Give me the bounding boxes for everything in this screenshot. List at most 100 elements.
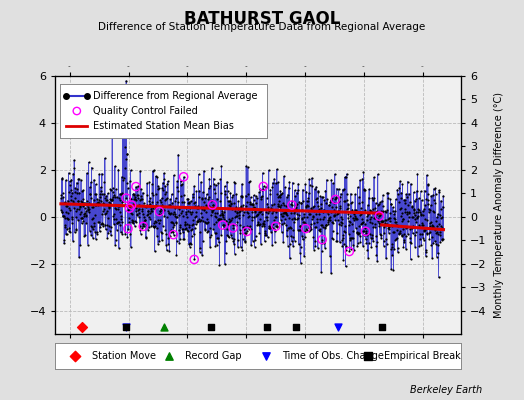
Point: [145, 198, 154, 204]
Point: [309, 213, 317, 219]
Point: [140, 223, 148, 230]
Point: [368, 194, 376, 201]
Point: [391, 196, 400, 202]
Point: [275, 202, 283, 209]
Point: [344, 211, 353, 218]
Point: [436, 239, 444, 246]
Point: [79, 187, 88, 193]
Point: [403, 178, 412, 185]
Point: [61, 198, 69, 205]
Point: [386, 215, 394, 222]
Point: [145, 202, 153, 208]
Point: [262, 184, 270, 190]
Point: [58, 208, 67, 215]
Point: [100, 179, 108, 185]
Point: [422, 196, 431, 202]
Point: [77, 177, 85, 184]
Point: [282, 194, 291, 200]
Point: [231, 214, 239, 220]
Point: [430, 238, 439, 244]
Point: [348, 235, 356, 242]
Point: [182, 214, 191, 220]
Point: [420, 228, 428, 234]
Point: [144, 213, 152, 220]
Point: [95, 171, 103, 177]
Point: [288, 198, 296, 204]
Point: [99, 223, 107, 229]
Point: [151, 222, 159, 229]
Point: [217, 232, 225, 238]
Point: [236, 226, 244, 233]
Point: [405, 190, 413, 197]
Point: [129, 220, 137, 227]
Point: [60, 200, 68, 206]
Point: [170, 172, 178, 178]
Point: [420, 227, 429, 233]
Point: [219, 212, 227, 218]
Point: [422, 172, 431, 178]
Point: [387, 246, 395, 252]
Point: [255, 189, 264, 196]
Point: [263, 200, 271, 207]
Point: [379, 243, 388, 249]
Point: [300, 219, 309, 226]
Point: [118, 190, 127, 196]
Point: [422, 253, 430, 259]
Point: [136, 168, 144, 175]
Point: [309, 214, 317, 221]
Point: [281, 184, 289, 190]
Point: [272, 191, 281, 198]
Point: [131, 196, 139, 202]
Point: [425, 230, 433, 237]
Point: [234, 208, 243, 215]
Point: [157, 195, 166, 202]
Point: [378, 218, 387, 225]
Point: [164, 241, 172, 247]
Point: [151, 205, 160, 212]
Point: [243, 228, 251, 235]
Point: [265, 225, 273, 232]
Text: BATHURST GAOL: BATHURST GAOL: [184, 10, 340, 28]
Point: [87, 232, 95, 238]
Point: [361, 228, 369, 234]
Point: [231, 180, 239, 186]
Point: [409, 224, 418, 230]
Point: [202, 204, 211, 210]
Point: [378, 203, 387, 209]
Point: [167, 218, 175, 225]
Point: [292, 189, 301, 196]
Point: [241, 230, 249, 237]
Point: [403, 194, 411, 200]
Point: [326, 198, 334, 205]
Point: [261, 227, 269, 234]
Point: [398, 210, 406, 216]
Point: [420, 206, 428, 212]
Point: [152, 199, 161, 206]
Point: [101, 222, 110, 228]
Point: [125, 205, 134, 211]
Point: [314, 208, 323, 214]
Point: [305, 211, 313, 218]
Point: [315, 226, 324, 232]
Point: [233, 218, 241, 225]
Point: [101, 194, 110, 201]
Point: [159, 222, 167, 229]
Point: [288, 202, 296, 208]
Point: [108, 134, 116, 140]
Point: [61, 221, 70, 228]
Point: [90, 220, 99, 227]
Point: [147, 222, 156, 229]
Point: [159, 206, 168, 213]
Point: [402, 191, 410, 197]
Point: [149, 167, 158, 174]
Point: [254, 218, 263, 225]
Point: [403, 210, 411, 217]
Point: [307, 207, 315, 213]
Point: [232, 204, 240, 210]
Point: [299, 198, 307, 204]
Point: [222, 238, 231, 244]
Point: [376, 199, 384, 206]
Point: [116, 229, 125, 236]
Point: [181, 220, 189, 227]
Point: [127, 202, 136, 208]
